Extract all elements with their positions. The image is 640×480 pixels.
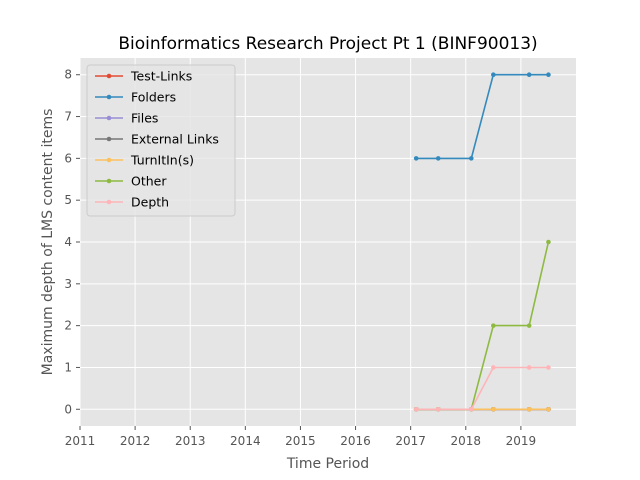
legend-swatch-marker [106, 178, 112, 184]
chart-title: Bioinformatics Research Project Pt 1 (BI… [118, 34, 537, 54]
legend-swatch-marker [106, 115, 112, 121]
data-point-folders [468, 156, 474, 161]
legend-label: Depth [131, 195, 169, 210]
data-point-folders [491, 72, 496, 78]
series-line-depth [416, 366, 549, 411]
y-axis: 0 1 2 3 4 5 6 7 8 [64, 68, 80, 416]
data-point-depth [526, 365, 532, 370]
series-line-folders [416, 73, 549, 160]
data-point-turnitin-s [546, 406, 551, 412]
data-point-depth [468, 406, 474, 412]
x-tick-label: 2012 [120, 434, 151, 448]
x-tick-label: 2011 [65, 434, 96, 448]
x-tick-label: 2014 [230, 434, 261, 448]
data-point-other [526, 323, 532, 328]
series-layer [413, 72, 551, 412]
data-point-depth [546, 365, 551, 370]
y-axis-label: Maximum depth of LMS content items [40, 109, 56, 376]
y-tick-label: 1 [64, 360, 72, 374]
data-point-depth [491, 365, 496, 370]
data-point-turnitin-s [491, 406, 496, 412]
data-point-other [546, 239, 551, 245]
y-tick-label: 5 [64, 193, 72, 207]
data-point-other [491, 323, 496, 328]
data-point-folders [435, 156, 441, 161]
y-tick-label: 7 [64, 110, 72, 124]
y-tick-label: 3 [64, 277, 72, 291]
x-axis-label: Time Period [286, 456, 369, 472]
y-tick-label: 4 [64, 235, 72, 249]
x-tick-label: 2018 [451, 434, 482, 448]
legend-label: TurnItIn(s) [130, 153, 194, 168]
legend-box [86, 64, 236, 217]
x-tick-label: 2015 [285, 434, 316, 448]
legend-label: Other [131, 174, 167, 189]
legend-label: External Links [131, 132, 219, 147]
legend-swatch-marker [106, 136, 112, 142]
data-point-depth [413, 406, 419, 412]
legend-swatch-marker [106, 94, 112, 100]
y-tick-label: 0 [64, 402, 72, 416]
legend-label: Folders [131, 90, 176, 105]
data-point-folders [526, 72, 532, 78]
x-tick-label: 2016 [340, 434, 371, 448]
y-tick-label: 6 [64, 151, 72, 165]
legend: Test-Links Folders Files External Links Turn… [86, 64, 236, 217]
legend-label: Files [131, 111, 158, 126]
data-point-depth [435, 406, 441, 412]
data-point-turnitin-s [526, 406, 532, 412]
y-tick-label: 2 [64, 319, 72, 333]
x-tick-label: 2019 [506, 434, 537, 448]
x-tick-label: 2017 [395, 434, 426, 448]
data-point-folders [546, 72, 551, 78]
x-axis: 2011 2012 2013 2014 2015 2016 2017 2018 2019 [65, 426, 536, 448]
data-point-folders [413, 156, 419, 161]
legend-swatch-marker [106, 157, 112, 163]
y-tick-label: 8 [64, 68, 72, 82]
legend-swatch-marker [106, 199, 112, 205]
x-tick-label: 2013 [175, 434, 206, 448]
legend-label: Test-Links [130, 69, 192, 84]
legend-swatch-marker [106, 73, 112, 79]
